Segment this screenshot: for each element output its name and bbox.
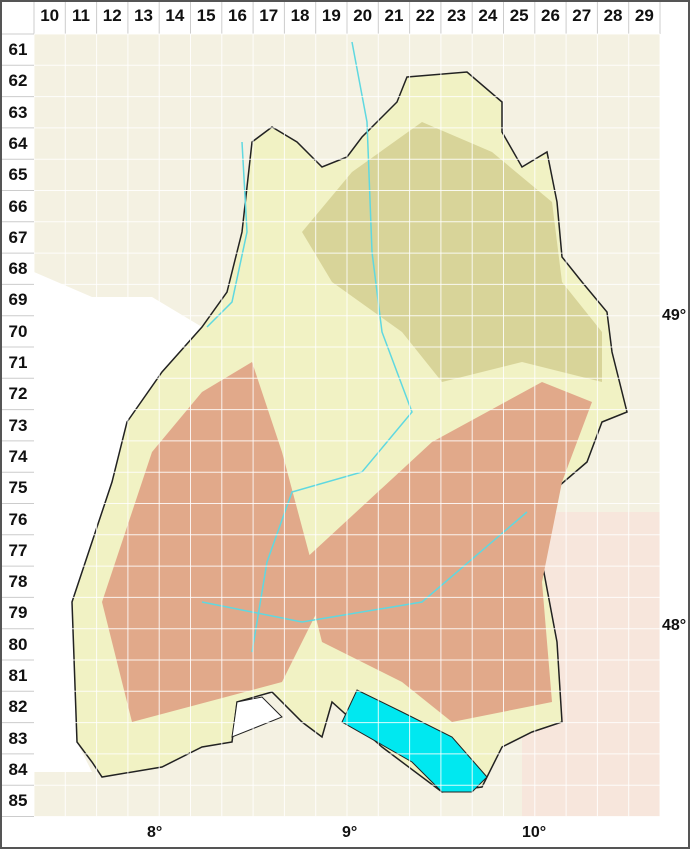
column-label: 12 — [102, 6, 122, 25]
column-label: 17 — [259, 6, 279, 25]
column-label: 22 — [415, 6, 435, 25]
row-label: 62 — [8, 71, 28, 91]
column-label: 18 — [290, 6, 310, 25]
column-label: 10 — [40, 6, 60, 25]
column-label: 14 — [165, 6, 185, 25]
black-forest-highland — [102, 362, 322, 722]
row-label: 73 — [8, 415, 28, 435]
swiss-enclave — [231, 696, 283, 738]
column-label: 29 — [634, 6, 654, 25]
rhine-river — [206, 141, 248, 328]
longitude-label: 10° — [522, 824, 547, 841]
swabian-jura-highland — [302, 382, 592, 722]
row-label: 78 — [8, 572, 28, 592]
row-label: 82 — [8, 697, 28, 717]
neckar-river — [251, 41, 413, 653]
latitude-label: 49° — [662, 307, 687, 324]
column-label: 19 — [321, 6, 341, 25]
row-label: 65 — [8, 165, 28, 185]
column-label: 11 — [71, 6, 90, 25]
column-label: 15 — [196, 6, 216, 25]
row-label: 84 — [8, 759, 28, 779]
column-label: 16 — [227, 6, 247, 25]
row-label: 64 — [8, 133, 28, 153]
row-label: 74 — [8, 446, 28, 466]
column-label: 28 — [603, 6, 623, 25]
hills-region — [302, 122, 602, 382]
row-label: 76 — [8, 509, 28, 529]
row-label: 69 — [8, 290, 28, 310]
row-label: 75 — [8, 478, 28, 498]
column-label: 13 — [134, 6, 153, 25]
france-area — [34, 272, 202, 772]
row-label: 80 — [8, 634, 28, 654]
column-label: 23 — [447, 6, 466, 25]
row-label: 63 — [8, 102, 28, 122]
grid-lines — [2, 2, 661, 817]
column-label: 25 — [509, 6, 529, 25]
row-label: 77 — [8, 540, 28, 560]
column-label: 20 — [353, 6, 373, 25]
latitude-label: 48° — [662, 617, 687, 634]
row-label: 67 — [8, 227, 28, 247]
row-label: 83 — [8, 728, 28, 748]
row-label: 85 — [8, 791, 28, 811]
row-label: 66 — [8, 196, 28, 216]
row-label: 81 — [8, 666, 28, 685]
longitude-label: 8° — [147, 824, 163, 841]
row-label: 71 — [8, 353, 28, 372]
column-label: 21 — [384, 6, 404, 25]
row-label: 61 — [8, 40, 28, 59]
danube-river — [201, 511, 528, 623]
row-label: 79 — [8, 603, 28, 623]
row-label: 68 — [8, 259, 28, 279]
bavaria-area — [522, 512, 660, 817]
column-label: 27 — [572, 6, 592, 25]
column-label: 24 — [478, 6, 498, 25]
row-label: 72 — [8, 384, 28, 404]
row-label: 70 — [8, 321, 28, 341]
longitude-label: 9° — [342, 824, 358, 841]
column-label: 26 — [540, 6, 560, 25]
